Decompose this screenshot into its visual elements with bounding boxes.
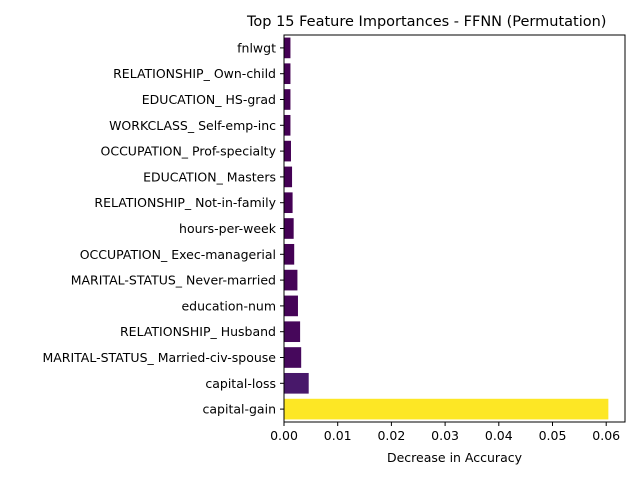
y-tick-label: EDUCATION_ HS-grad <box>142 92 276 107</box>
y-tick-label: hours-per-week <box>179 221 277 236</box>
y-tick-label: capital-loss <box>205 376 276 391</box>
x-axis-label: Decrease in Accuracy <box>387 450 523 465</box>
y-tick-label: MARITAL-STATUS_ Never-married <box>71 273 276 288</box>
bar <box>284 398 609 420</box>
x-tick-label: 0.05 <box>539 428 567 443</box>
x-tick-label: 0.01 <box>324 428 352 443</box>
y-tick-label: education-num <box>181 298 276 313</box>
y-tick-label: RELATIONSHIP_ Own-child <box>113 66 276 81</box>
y-tick-label: RELATIONSHIP_ Not-in-family <box>94 195 276 210</box>
bar <box>284 89 291 110</box>
x-tick-label: 0.02 <box>377 428 405 443</box>
bar <box>284 347 302 368</box>
bar <box>284 37 291 59</box>
y-tick-label: capital-gain <box>203 402 276 417</box>
y-tick-label: EDUCATION_ Masters <box>143 169 276 184</box>
y-tick-label: OCCUPATION_ Exec-managerial <box>80 247 276 262</box>
y-tick-label: RELATIONSHIP_ Husband <box>120 324 276 339</box>
bar <box>284 63 291 85</box>
y-tick-label: WORKCLASS_ Self-emp-inc <box>109 118 276 133</box>
bars-group <box>284 37 609 420</box>
x-tick-label: 0.03 <box>431 428 459 443</box>
bar <box>284 372 309 394</box>
y-tick-labels: fnlwgt RELATIONSHIP_ Own-child EDUCATION_ … <box>42 40 284 417</box>
bar <box>284 166 293 188</box>
x-tick-label: 0.00 <box>270 428 298 443</box>
y-tick-label: OCCUPATION_ Prof-specialty <box>101 144 277 159</box>
bar <box>284 140 291 162</box>
bar <box>284 321 301 343</box>
chart-title: Top 15 Feature Importances - FFNN (Permu… <box>246 14 606 30</box>
bar <box>284 243 295 265</box>
bar <box>284 295 298 317</box>
bar <box>284 269 298 291</box>
bar <box>284 192 293 214</box>
y-tick-label: fnlwgt <box>237 40 276 55</box>
y-tick-label: MARITAL-STATUS_ Married-civ-spouse <box>42 350 276 365</box>
x-axis: 0.00 0.01 0.02 0.03 0.04 0.05 0.06 <box>270 422 620 443</box>
plot-frame <box>283 34 626 423</box>
x-tick-label: 0.04 <box>485 428 513 443</box>
x-tick-label: 0.06 <box>592 428 620 443</box>
bar <box>284 218 294 239</box>
bar <box>284 114 291 136</box>
